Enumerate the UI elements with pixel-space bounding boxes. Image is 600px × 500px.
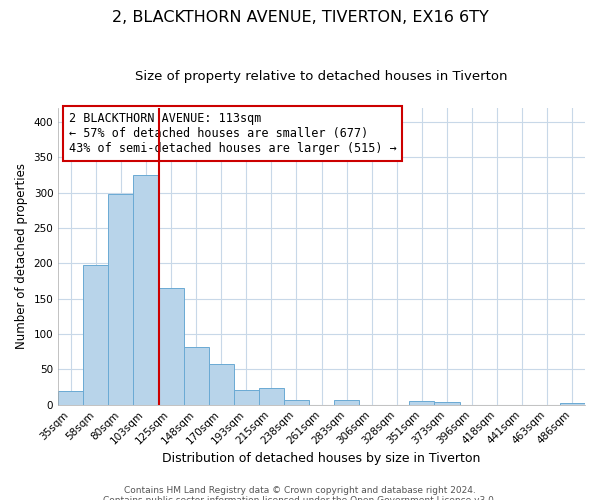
Bar — [83, 266, 109, 404]
Bar — [560, 402, 585, 404]
Bar — [158, 288, 184, 405]
Bar — [234, 390, 259, 404]
Text: 2 BLACKTHORN AVENUE: 113sqm
← 57% of detached houses are smaller (677)
43% of se: 2 BLACKTHORN AVENUE: 113sqm ← 57% of det… — [69, 112, 397, 155]
Bar — [284, 400, 309, 404]
Y-axis label: Number of detached properties: Number of detached properties — [15, 164, 28, 350]
Bar — [409, 401, 434, 404]
Text: 2, BLACKTHORN AVENUE, TIVERTON, EX16 6TY: 2, BLACKTHORN AVENUE, TIVERTON, EX16 6TY — [112, 10, 488, 25]
Bar — [184, 346, 209, 405]
Text: Contains public sector information licensed under the Open Government Licence v3: Contains public sector information licen… — [103, 496, 497, 500]
Bar — [334, 400, 359, 404]
Bar — [58, 390, 83, 404]
Text: Contains HM Land Registry data © Crown copyright and database right 2024.: Contains HM Land Registry data © Crown c… — [124, 486, 476, 495]
Bar — [209, 364, 234, 405]
Title: Size of property relative to detached houses in Tiverton: Size of property relative to detached ho… — [136, 70, 508, 83]
Bar — [109, 194, 133, 404]
Bar — [133, 175, 158, 404]
Bar — [259, 388, 284, 404]
X-axis label: Distribution of detached houses by size in Tiverton: Distribution of detached houses by size … — [163, 452, 481, 465]
Bar — [434, 402, 460, 404]
